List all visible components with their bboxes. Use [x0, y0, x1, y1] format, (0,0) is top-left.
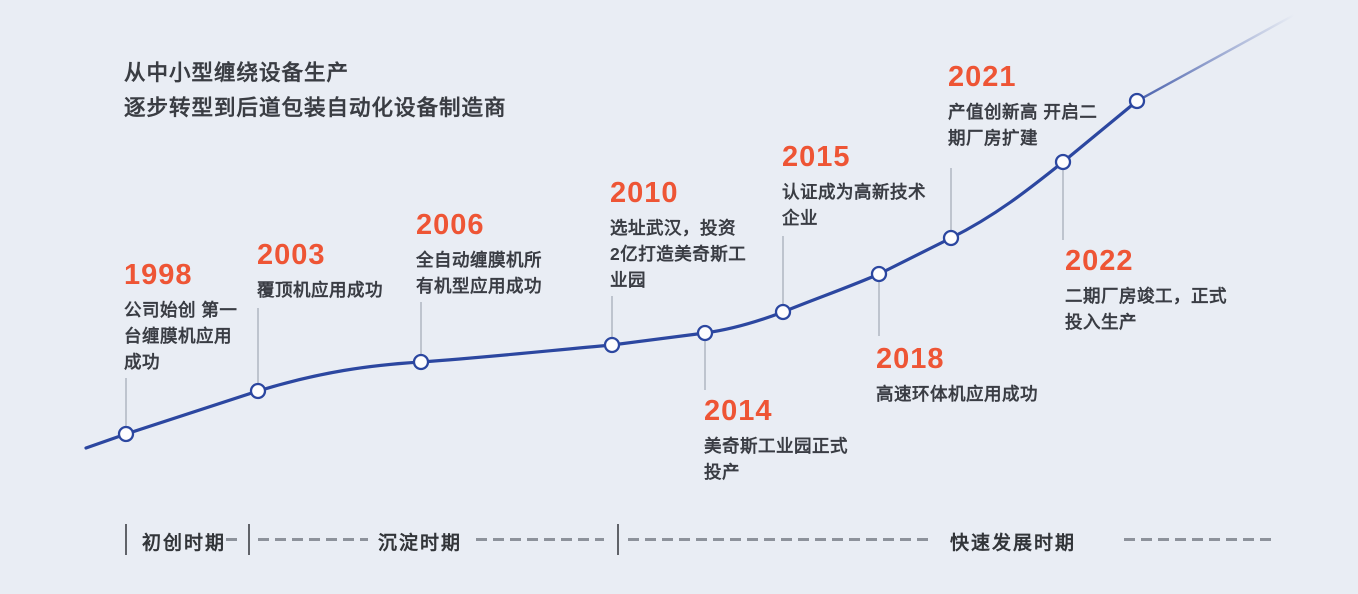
timeline-nodes — [117, 92, 1146, 443]
growth-curve — [84, 99, 1139, 450]
desc-line: 覆顶机应用成功 — [257, 280, 383, 300]
desc-line: 投产 — [704, 462, 740, 482]
node-2014 — [696, 324, 714, 342]
year-label: 2014 — [704, 395, 773, 427]
desc-line: 认证成为高新技术 — [782, 182, 926, 202]
desc-line: 公司始创 第一 — [124, 300, 238, 320]
milestone-2006: 2006 全自动缠膜机所 有机型应用成功 — [416, 210, 542, 299]
milestone-2014: 2014 美奇斯工业园正式 投产 — [704, 396, 848, 485]
year-label: 2006 — [416, 209, 485, 241]
phase-label-startup: 初创时期 — [142, 533, 227, 554]
node-future — [1128, 92, 1146, 110]
year-label: 1998 — [124, 259, 193, 291]
year-label: 2022 — [1065, 245, 1134, 277]
phase-dashes — [258, 538, 368, 541]
phase-tick — [617, 524, 619, 555]
phase-label-rapid-growth: 快速发展时期 — [950, 533, 1077, 554]
desc-line: 成功 — [124, 352, 160, 372]
node-2021 — [942, 229, 960, 247]
milestone-desc: 全自动缠膜机所 有机型应用成功 — [416, 247, 542, 299]
node-2010 — [603, 336, 621, 354]
desc-line: 选址武汉，投资 — [610, 218, 736, 238]
label-connector-lines — [125, 168, 1064, 426]
node-2015 — [774, 303, 792, 321]
phase-label-consolidation: 沉淀时期 — [378, 533, 463, 554]
milestone-2018: 2018 高速环体机应用成功 — [876, 344, 1038, 407]
milestone-desc: 覆顶机应用成功 — [257, 277, 383, 303]
node-2003 — [249, 382, 267, 400]
desc-line: 高速环体机应用成功 — [876, 384, 1038, 404]
phase-tick — [125, 524, 127, 555]
node-2018 — [870, 265, 888, 283]
milestone-2022: 2022 二期厂房竣工，正式 投入生产 — [1065, 246, 1227, 335]
milestone-desc: 美奇斯工业园正式 投产 — [704, 433, 848, 485]
desc-line: 美奇斯工业园正式 — [704, 436, 848, 456]
milestone-2003: 2003 覆顶机应用成功 — [257, 240, 383, 303]
milestone-desc: 高速环体机应用成功 — [876, 381, 1038, 407]
phase-dashes — [1124, 538, 1274, 541]
desc-line: 产值创新高 开启二 — [948, 102, 1098, 122]
desc-line: 业园 — [610, 270, 646, 290]
milestone-2015: 2015 认证成为高新技术 企业 — [782, 142, 926, 231]
milestone-1998: 1998 公司始创 第一 台缠膜机应用 成功 — [124, 260, 237, 375]
desc-line: 企业 — [782, 208, 818, 228]
title-line: 逐步转型到后道包装自动化设备制造商 — [124, 96, 507, 120]
phase-tick — [248, 524, 250, 555]
page-title: 从中小型缠绕设备生产 逐步转型到后道包装自动化设备制造商 — [124, 56, 507, 126]
desc-line: 二期厂房竣工，正式 — [1065, 286, 1227, 306]
milestone-2010: 2010 选址武汉，投资 2亿打造美奇斯工 业园 — [610, 178, 746, 293]
desc-line: 2亿打造美奇斯工 — [610, 244, 747, 264]
desc-line: 投入生产 — [1065, 312, 1137, 332]
milestone-desc: 选址武汉，投资 2亿打造美奇斯工 业园 — [610, 215, 746, 293]
title-line: 从中小型缠绕设备生产 — [124, 61, 350, 85]
desc-line: 台缠膜机应用 — [124, 326, 232, 346]
future-fade-line — [1136, 13, 1295, 103]
milestone-2021: 2021 产值创新高 开启二 期厂房扩建 — [948, 62, 1097, 151]
phase-dashes — [628, 538, 932, 541]
desc-line: 全自动缠膜机所 — [416, 250, 542, 270]
node-1998 — [117, 425, 135, 443]
node-2022 — [1054, 153, 1072, 171]
year-label: 2010 — [610, 177, 679, 209]
node-2006 — [412, 353, 430, 371]
year-label: 2015 — [782, 141, 851, 173]
milestone-desc: 产值创新高 开启二 期厂房扩建 — [948, 99, 1097, 151]
phase-dashes — [476, 538, 604, 541]
year-label: 2018 — [876, 343, 945, 375]
year-label: 2003 — [257, 239, 326, 271]
year-label: 2021 — [948, 61, 1017, 93]
phase-dashes — [226, 538, 241, 541]
desc-line: 有机型应用成功 — [416, 276, 542, 296]
milestone-desc: 二期厂房竣工，正式 投入生产 — [1065, 283, 1227, 335]
desc-line: 期厂房扩建 — [948, 128, 1038, 148]
milestone-desc: 公司始创 第一 台缠膜机应用 成功 — [124, 297, 237, 375]
milestone-desc: 认证成为高新技术 企业 — [782, 179, 926, 231]
